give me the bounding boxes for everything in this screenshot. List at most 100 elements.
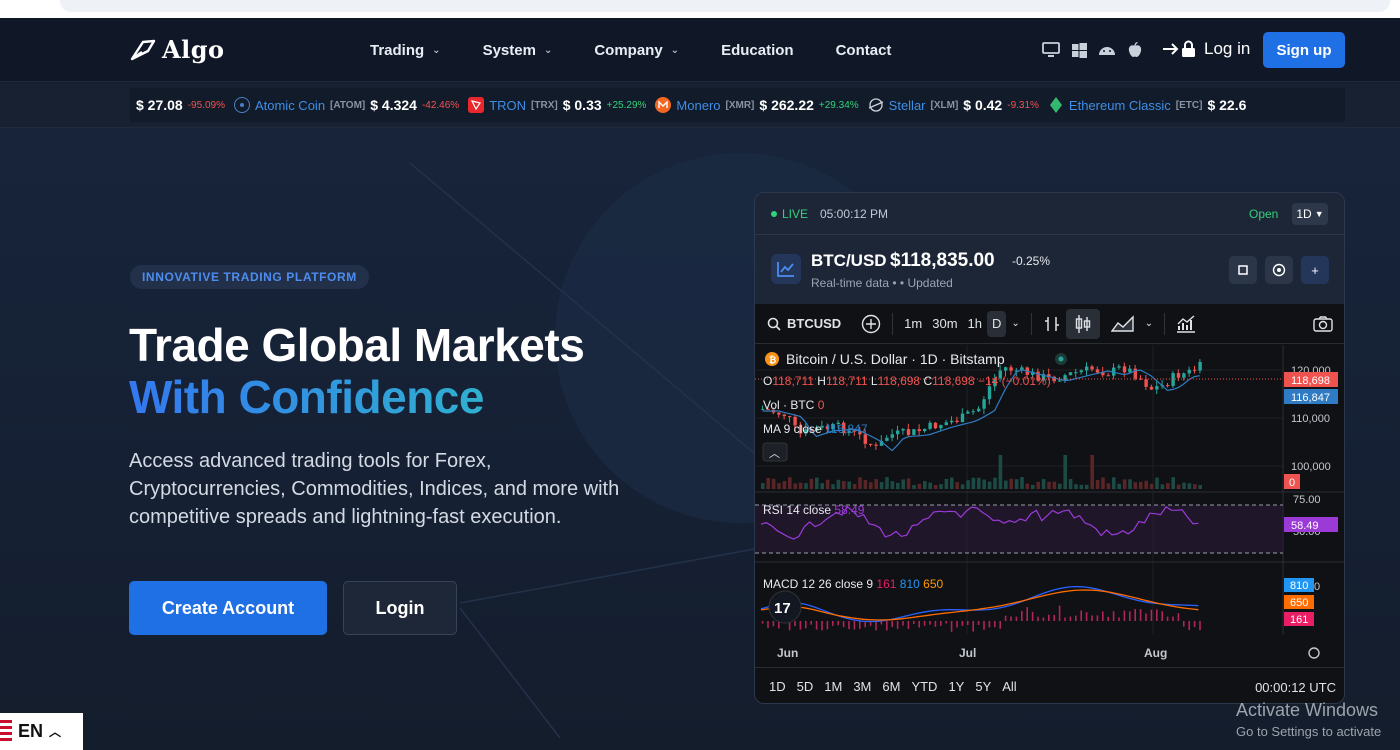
- candle-body: [847, 430, 851, 434]
- nav-contact[interactable]: Contact: [836, 42, 892, 59]
- range-all[interactable]: All: [1002, 679, 1017, 694]
- candles-icon[interactable]: [1065, 308, 1100, 339]
- login-button[interactable]: Login: [343, 581, 457, 635]
- range-ytd[interactable]: YTD: [911, 679, 938, 694]
- range-5y[interactable]: 5Y: [975, 679, 992, 694]
- candle-body: [912, 429, 916, 435]
- nav-trading[interactable]: Trading ⌄: [370, 42, 441, 59]
- candle-body: [825, 425, 830, 430]
- login-link[interactable]: Log in: [1162, 39, 1250, 59]
- chevron-down-icon[interactable]: ⌄: [1011, 318, 1020, 329]
- symbol-search[interactable]: BTCUSD: [762, 309, 846, 339]
- macd-hist-bar: [988, 621, 991, 628]
- macd-hist-bar: [1107, 616, 1109, 621]
- ticker-item[interactable]: Stellar [XLM] $ 0.42 -9.31%: [868, 97, 1039, 113]
- tron-icon: [468, 97, 485, 113]
- indicators-icon[interactable]: [1171, 309, 1201, 339]
- volume-bar: [820, 483, 824, 489]
- hero-title-line1: Trade Global Markets: [129, 319, 585, 371]
- macd-hist-bar: [1172, 616, 1174, 621]
- nav-education[interactable]: Education: [721, 42, 794, 59]
- fullscreen-button[interactable]: [1229, 256, 1257, 284]
- desktop-icon[interactable]: [1042, 41, 1060, 59]
- interval-1m[interactable]: 1m: [904, 316, 923, 331]
- ticker-item[interactable]: TRON [TRX] $ 0.33 +25.29%: [468, 97, 646, 113]
- candle-body: [1112, 367, 1116, 376]
- macd-v2: 810: [900, 577, 920, 591]
- macd-hist-bar: [972, 621, 974, 632]
- candle-body: [1095, 369, 1100, 373]
- camera-icon[interactable]: [1308, 309, 1338, 339]
- candle-body: [901, 429, 905, 431]
- interval-30m[interactable]: 30m: [932, 316, 958, 331]
- chevron-down-icon: ⌄: [543, 45, 553, 56]
- macd-hist-bar: [886, 621, 888, 631]
- chart-canvas[interactable]: ₿ Bitcoin / U.S. Dollar · 1D · Bitstamp …: [755, 345, 1345, 667]
- volume-bar: [1122, 479, 1127, 489]
- target-button[interactable]: [1265, 256, 1293, 284]
- macd-tag: [1284, 578, 1314, 592]
- live-indicator: LIVE: [771, 207, 808, 221]
- logo[interactable]: Algo: [130, 35, 225, 64]
- create-account-button[interactable]: Create Account: [129, 581, 327, 635]
- android-icon[interactable]: [1098, 41, 1116, 59]
- chevron-down-icon[interactable]: ⌄: [1144, 318, 1154, 329]
- volume-bar: [793, 483, 797, 489]
- tv-chart[interactable]: BTCUSD 1m 30m 1h D ⌄ ⌄: [755, 304, 1345, 703]
- range-1m[interactable]: 1M: [824, 679, 843, 694]
- macd-hist-bar: [880, 621, 883, 625]
- macd-hist-bar: [805, 621, 807, 629]
- utc-clock[interactable]: 00:00:12 UTC: [1255, 680, 1336, 695]
- windows-icon[interactable]: [1070, 41, 1088, 59]
- ma-price-tag: [1284, 389, 1338, 404]
- macd-hist-bar: [826, 621, 829, 630]
- ticker-item[interactable]: Ethereum Classic [ETC] $ 22.6: [1048, 97, 1246, 113]
- apple-icon[interactable]: [1126, 41, 1144, 59]
- tradingview-logo[interactable]: [768, 590, 802, 624]
- ticker-item[interactable]: Monero [XMR] $ 262.22 +29.34%: [655, 97, 859, 113]
- interval-d[interactable]: D: [987, 310, 1007, 337]
- candle-body: [993, 378, 997, 387]
- bitcoin-icon-glyph: ₿: [769, 355, 776, 365]
- language-switcher[interactable]: EN ︿: [0, 713, 83, 750]
- gridlines: [755, 345, 1283, 635]
- macd-hist-bar: [999, 621, 1001, 629]
- range-5d[interactable]: 5D: [796, 679, 814, 694]
- target-icon: [1272, 263, 1286, 277]
- settings-gear-icon[interactable]: [1308, 647, 1320, 659]
- ticker-item[interactable]: Atomic Coin [ATOM] $ 4.324 -42.46%: [233, 97, 459, 113]
- volume-bar: [939, 484, 943, 489]
- macd-hist-bar: [913, 621, 915, 624]
- signup-button[interactable]: Sign up: [1263, 32, 1345, 68]
- macd-hist-bar: [934, 621, 937, 627]
- candle-body: [1106, 375, 1110, 377]
- address-bar[interactable]: [60, 0, 1390, 12]
- compare-button[interactable]: [856, 309, 886, 339]
- nav-system[interactable]: System ⌄: [483, 42, 553, 59]
- volume-legend: Vol · BTC 0: [763, 398, 825, 412]
- interval-1h[interactable]: 1h: [967, 316, 982, 331]
- bar-style-icon[interactable]: [1038, 309, 1066, 339]
- nav-company[interactable]: Company ⌄: [594, 42, 679, 59]
- range-1y[interactable]: 1Y: [948, 679, 965, 694]
- range-3m[interactable]: 3M: [853, 679, 872, 694]
- add-button[interactable]: +: [1301, 256, 1329, 284]
- interval-select[interactable]: 1D ▼: [1292, 203, 1328, 225]
- candle-body: [1117, 366, 1121, 368]
- candle-body: [869, 443, 873, 445]
- ticker-price: $ 27.08: [136, 97, 183, 113]
- candle-body: [885, 437, 889, 441]
- hero-description: Access advanced trading tools for Forex,…: [129, 450, 620, 528]
- candle-body: [906, 429, 911, 435]
- candle-body: [923, 428, 927, 432]
- candle-body: [950, 420, 954, 423]
- macd-hist-bar: [1188, 621, 1190, 631]
- collapse-legend-button[interactable]: [762, 442, 788, 462]
- plus-circle-icon: [861, 314, 881, 333]
- range-1d[interactable]: 1D: [769, 679, 786, 694]
- macd-hist-bar: [1053, 615, 1055, 621]
- ticker-item[interactable]: $ 27.08 -95.09%: [136, 97, 225, 113]
- area-style-icon[interactable]: [1106, 309, 1140, 339]
- range-6m[interactable]: 6M: [882, 679, 901, 694]
- candle-body: [971, 411, 975, 413]
